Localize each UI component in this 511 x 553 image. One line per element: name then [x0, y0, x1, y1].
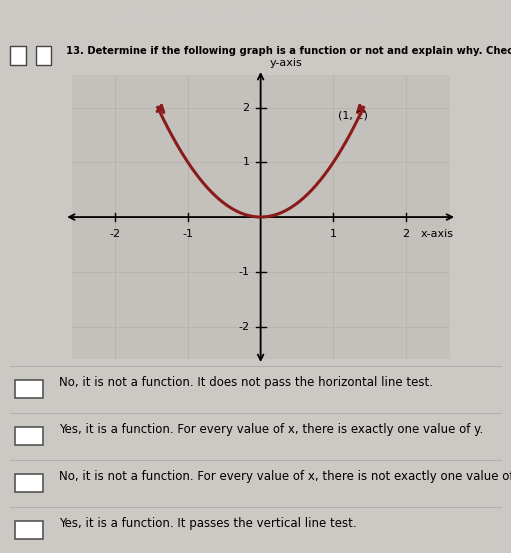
- Text: 2: 2: [403, 229, 410, 239]
- FancyBboxPatch shape: [15, 427, 43, 445]
- FancyBboxPatch shape: [15, 380, 43, 398]
- Text: 1: 1: [243, 157, 250, 168]
- Text: -1: -1: [182, 229, 193, 239]
- FancyBboxPatch shape: [15, 474, 43, 492]
- FancyBboxPatch shape: [15, 521, 43, 539]
- Text: Algebra I A - RT - Fall - PHS – Stamps, Byron / Unit 3 - ...: Algebra I A - RT - Fall - PHS – Stamps, …: [120, 13, 391, 23]
- Text: No, it is not a function. For every value of x, there is not exactly one value o: No, it is not a function. For every valu…: [59, 471, 511, 483]
- Text: 2: 2: [243, 102, 250, 112]
- Text: (1, 2): (1, 2): [338, 110, 368, 120]
- Text: -1: -1: [239, 267, 250, 277]
- Text: Yes, it is a function. It passes the vertical line test.: Yes, it is a function. It passes the ver…: [59, 518, 356, 530]
- Text: Yes, it is a function. For every value of x, there is exactly one value of y.: Yes, it is a function. For every value o…: [59, 424, 483, 436]
- Text: 13. Determine if the following graph is a function or not and explain why. Check: 13. Determine if the following graph is …: [66, 45, 511, 56]
- Text: 1: 1: [330, 229, 337, 239]
- Text: No, it is not a function. It does not pass the horizontal line test.: No, it is not a function. It does not pa…: [59, 377, 433, 389]
- Text: y-axis: y-axis: [269, 58, 302, 68]
- FancyBboxPatch shape: [36, 45, 51, 65]
- Text: -2: -2: [239, 322, 250, 332]
- Text: x-axis: x-axis: [421, 229, 453, 239]
- Text: -2: -2: [109, 229, 121, 239]
- FancyBboxPatch shape: [10, 45, 26, 65]
